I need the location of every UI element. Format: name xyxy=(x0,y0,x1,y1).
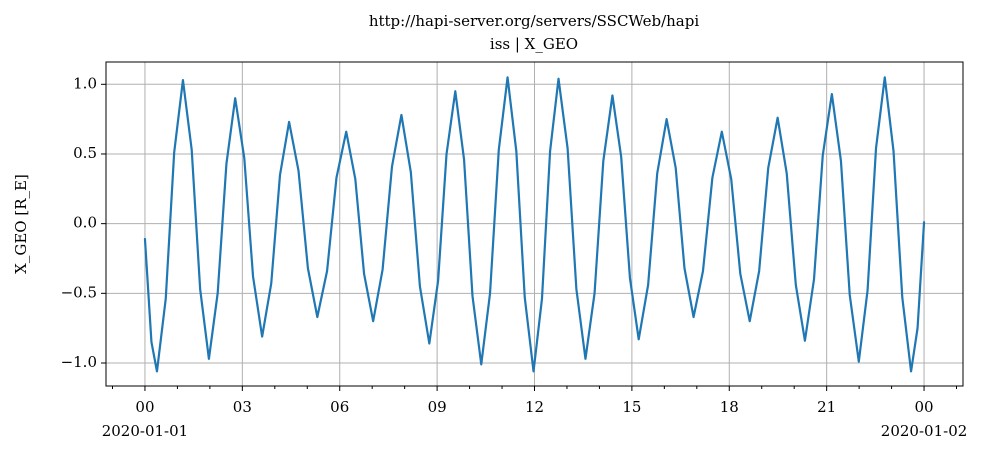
x-tick-label-line: 12 xyxy=(525,398,544,416)
x-tick-label: 03 xyxy=(233,398,252,416)
y-tick-label: 1.0 xyxy=(73,74,97,92)
x-tick-label: 12 xyxy=(525,398,544,416)
x-tick-label-line: 2020-01-01 xyxy=(102,422,188,440)
x-tick-label-line: 00 xyxy=(914,398,933,416)
x-tick-label-line: 06 xyxy=(330,398,349,416)
x-tick-label-line: 03 xyxy=(233,398,252,416)
x-tick-label: 18 xyxy=(720,398,739,416)
chart-subtitle: iss | X_GEO xyxy=(490,35,578,53)
y-axis-label: X_GEO [R_E] xyxy=(12,174,30,274)
x-tick-label: 06 xyxy=(330,398,349,416)
x-tick-label: 15 xyxy=(622,398,641,416)
x-tick-label-line: 00 xyxy=(135,398,154,416)
chart-title: http://hapi-server.org/servers/SSCWeb/ha… xyxy=(369,12,700,30)
y-tick-label: 0.5 xyxy=(73,144,97,162)
x-tick-label-line: 15 xyxy=(622,398,641,416)
y-tick-label: −0.5 xyxy=(61,283,97,301)
x-tick-label-line: 21 xyxy=(817,398,836,416)
x-tick-label: 09 xyxy=(428,398,447,416)
x-tick-label-line: 09 xyxy=(428,398,447,416)
plot-frame xyxy=(105,61,964,387)
y-tick-label: −1.0 xyxy=(61,353,97,371)
y-tick-label: 0.0 xyxy=(73,214,97,232)
x-tick-label: 00 2020-01-02 xyxy=(881,398,967,440)
x-tick-label: 21 xyxy=(817,398,836,416)
data-line xyxy=(143,76,926,373)
x-tick-label-line: 18 xyxy=(720,398,739,416)
x-tick-label: 00 2020-01-01 xyxy=(102,398,188,440)
x-tick-label-line: 2020-01-02 xyxy=(881,422,967,440)
